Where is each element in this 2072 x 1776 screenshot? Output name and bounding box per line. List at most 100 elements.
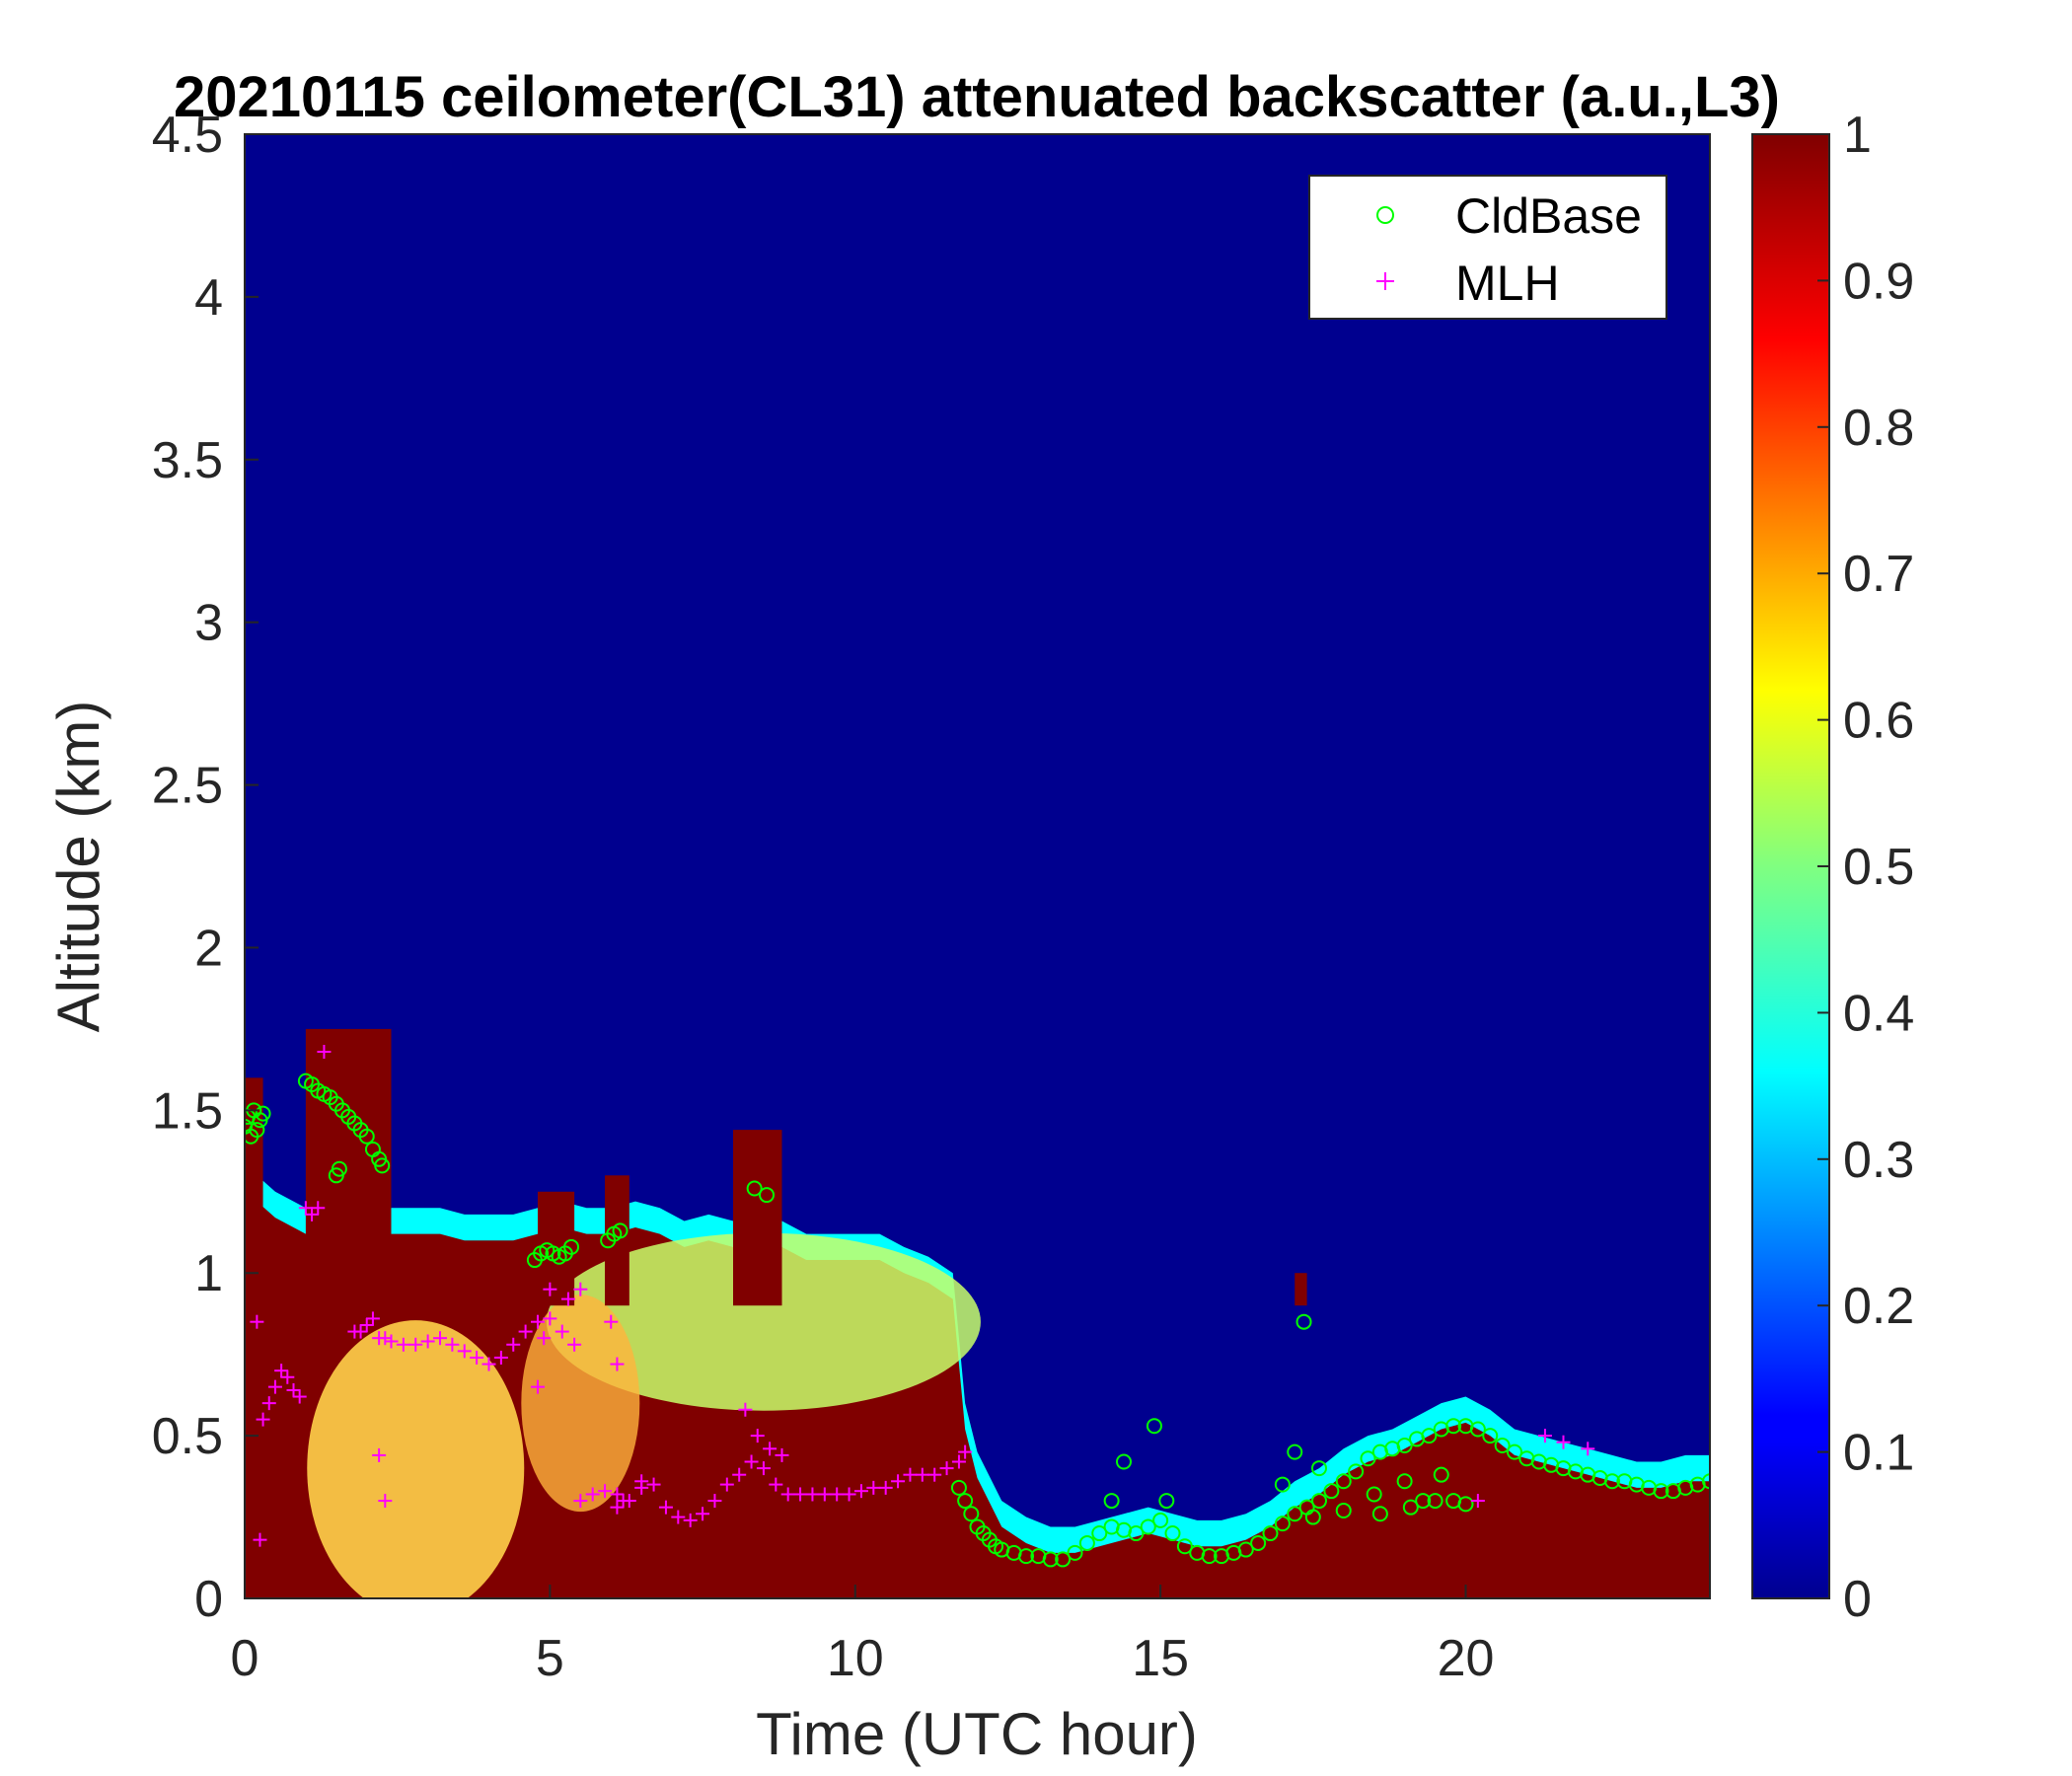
aerosol-pocket [546,1232,981,1411]
mlh-point [470,1350,484,1365]
cloud-echo [733,1130,782,1306]
y-tick-label: 3 [194,595,223,652]
mlh-point [866,1480,881,1495]
mlh-point [481,1357,496,1371]
plot-frame [244,133,1711,1599]
cldbase-point [1445,1418,1462,1435]
mlh-point [817,1487,832,1502]
colorbar-tick-label: 0.6 [1843,693,1914,750]
cldbase-point [1067,1544,1083,1561]
mlh-point [274,1364,289,1378]
cldbase-point [1042,1551,1059,1568]
cldbase-point [1287,1443,1303,1460]
x-tick-label: 0 [231,1630,259,1687]
cldbase-point [1055,1551,1072,1568]
y-tick-label: 4 [194,269,223,327]
mlh-point [396,1337,410,1352]
colorbar-tick-label: 0.5 [1843,839,1914,896]
mlh-point [604,1314,619,1329]
mlh-point [250,1314,264,1329]
mlh-point [555,1324,569,1339]
mlh-point [256,1412,270,1427]
cldbase-point [1287,1506,1303,1522]
x-tick-label: 15 [1132,1630,1189,1687]
cldbase-point [1371,1506,1388,1522]
mlh-point [573,1494,588,1509]
legend-cldbase-label: CldBase [1455,188,1642,244]
cldbase-point [1360,1450,1376,1467]
cldbase-point [1237,1541,1254,1558]
mlh-point [420,1334,435,1349]
cldbase-point [1702,1473,1710,1490]
mlh-point [696,1507,710,1521]
mlh-point [378,1331,393,1346]
cldbase-point [1146,1418,1162,1435]
y-tick-label: 2.5 [152,758,223,815]
cldbase-point [249,1122,265,1139]
colorbar-tick-label: 0.8 [1843,400,1914,457]
y-axis-label: Altitude (km) [45,701,111,1033]
mlh-point [433,1331,447,1346]
mlh-point [732,1467,747,1482]
mlh-point [903,1467,918,1482]
cloud-echo [538,1191,575,1306]
cldbase-point [1507,1443,1522,1460]
x-tick-label: 5 [536,1630,564,1687]
mlh-point [830,1487,845,1502]
mlh-point [775,1447,789,1462]
mlh-point [891,1474,906,1489]
colorbar: 0 0.1 0.2 0.3 0.4 0.5 0.6 0.7 0.8 0.9 1 [1751,107,1914,1628]
cldbase-point [1295,1313,1312,1330]
mlh-point [744,1454,759,1469]
mlh-point [543,1311,557,1326]
mlh-point [598,1484,613,1499]
mlh-point [915,1467,929,1482]
cldbase-point [1396,1473,1413,1490]
cldbase-point [1402,1499,1419,1516]
cldbase-point [1274,1476,1291,1493]
y-tick-label: 3.5 [152,432,223,489]
cldbase-point [957,1493,974,1510]
mlh-point [756,1461,771,1476]
mlh-point [683,1513,698,1527]
mlh-point [573,1282,588,1296]
mlh-point [958,1444,973,1459]
cldbase-point [963,1506,980,1522]
cldbase-point [1116,1453,1132,1470]
mlh-point [853,1484,868,1499]
mlh-point [1470,1494,1485,1509]
cldbase-point [1018,1548,1034,1565]
colorbar-tick-label: 0.4 [1843,985,1914,1042]
y-tick-label: 1 [194,1245,223,1302]
cldbase-point [1396,1438,1413,1454]
cldbase-point [1262,1525,1279,1542]
mlh-point [560,1292,575,1306]
cldbase-point [1091,1525,1108,1542]
aerosol-pocket [307,1320,525,1598]
mlh-point [353,1324,368,1339]
mlh-point [1537,1429,1552,1443]
backscatter-layer [245,1028,1710,1598]
colorbar-tick-label: 0.3 [1843,1132,1914,1189]
cldbase-point [563,1238,580,1255]
cldbase-point [1152,1512,1169,1528]
y-tick-label: 4.5 [152,107,223,164]
cldbase-point [255,1105,271,1122]
y-tick-label: 1.5 [152,1082,223,1140]
cldbase-point [950,1479,967,1496]
cldbase-point [1433,1466,1449,1483]
cldbase-point [1304,1509,1321,1525]
mlh-point [927,1467,942,1482]
mlh-point [634,1474,649,1489]
mlh-point [567,1337,582,1352]
cldbase-point [746,1180,763,1197]
cldbase-point [1158,1493,1175,1510]
cldbase-point [1415,1493,1432,1510]
mlh-point [738,1402,753,1417]
mlh-point [267,1379,282,1394]
cldbase-point [1078,1534,1095,1551]
cldbase-point [1274,1516,1291,1532]
mlh-point [750,1429,765,1443]
cloud-echo [305,1028,392,1306]
